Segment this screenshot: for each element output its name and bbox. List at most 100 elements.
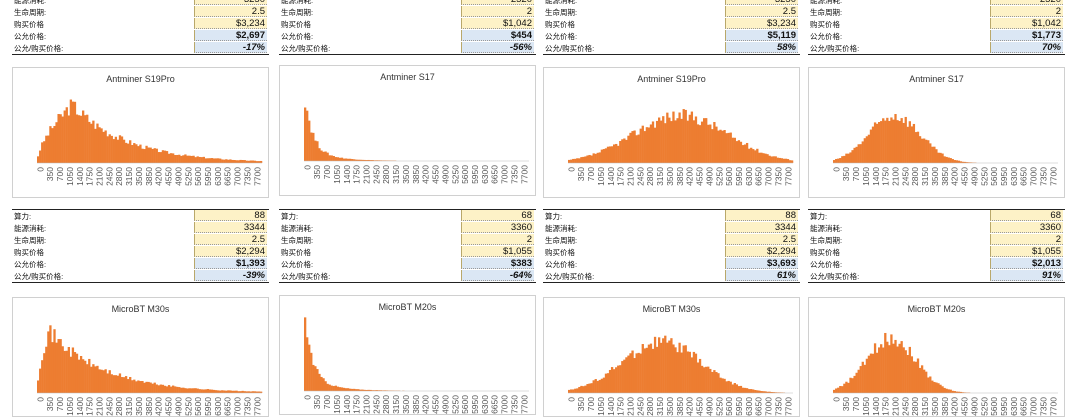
histogram-bar bbox=[868, 135, 870, 163]
x-tick-label: 7700 bbox=[519, 165, 529, 184]
histogram-bar bbox=[956, 160, 958, 163]
histogram-bar bbox=[648, 345, 650, 393]
value-power: 3360 bbox=[461, 222, 534, 233]
histogram-bar bbox=[625, 357, 627, 393]
histogram-bar bbox=[578, 158, 580, 163]
histogram-bar bbox=[775, 156, 777, 163]
histogram-bar bbox=[890, 334, 892, 393]
x-tick-label: 5600 bbox=[460, 395, 470, 414]
x-tick-label: 4550 bbox=[959, 167, 969, 186]
histogram-bar bbox=[705, 118, 707, 163]
histogram-bar bbox=[100, 128, 102, 163]
x-tick-label: 350 bbox=[312, 395, 322, 409]
histogram-bar bbox=[728, 381, 730, 393]
label-ratio: 公允/购买价格: bbox=[281, 43, 330, 54]
histogram-bar bbox=[60, 339, 62, 393]
histogram-bar bbox=[742, 388, 744, 393]
histogram-bar bbox=[791, 160, 793, 163]
histogram-bar bbox=[666, 343, 668, 393]
x-tick-label: 7700 bbox=[783, 167, 793, 186]
histogram-bar bbox=[225, 159, 227, 163]
x-tick-label: 7700 bbox=[783, 397, 793, 416]
x-tick-label: 7700 bbox=[519, 395, 529, 414]
histogram-bar bbox=[86, 364, 88, 393]
histogram-bar bbox=[621, 361, 623, 393]
histogram-bar bbox=[233, 160, 235, 163]
histogram-bar bbox=[656, 347, 658, 393]
x-tick-label: 3150 bbox=[655, 397, 665, 416]
histogram-bar bbox=[742, 145, 744, 163]
histogram-bar bbox=[713, 122, 715, 163]
histogram-bar bbox=[701, 122, 703, 163]
histogram-bar bbox=[158, 152, 160, 163]
histogram-bar bbox=[78, 115, 80, 163]
x-tick-label: 0 bbox=[566, 167, 576, 172]
histogram-bar bbox=[746, 143, 748, 163]
histogram-bar bbox=[337, 157, 339, 161]
histogram-bar bbox=[248, 161, 250, 163]
x-tick-label: 700 bbox=[586, 167, 596, 181]
histogram-bar bbox=[182, 388, 184, 393]
histogram-bar bbox=[113, 375, 115, 393]
histogram-bar bbox=[896, 347, 898, 393]
histogram-bar bbox=[49, 126, 51, 163]
histogram-bar bbox=[166, 151, 168, 163]
histogram-bar bbox=[133, 380, 135, 393]
histogram-bar bbox=[213, 390, 215, 393]
histogram-bar bbox=[64, 351, 66, 393]
histogram-bar bbox=[312, 133, 314, 161]
x-tick-label: 2450 bbox=[900, 397, 910, 416]
x-tick-label: 7350 bbox=[509, 395, 519, 414]
histogram-bar bbox=[119, 373, 121, 393]
histogram-bar bbox=[121, 136, 123, 163]
histogram-bar bbox=[878, 122, 880, 163]
histogram-bar bbox=[223, 160, 225, 163]
histogram-bar bbox=[96, 366, 98, 393]
histogram-bar bbox=[691, 357, 693, 393]
value-price: $3,234 bbox=[194, 18, 267, 29]
histogram-bar bbox=[570, 160, 572, 163]
x-tick-label: 3150 bbox=[655, 167, 665, 186]
x-tick-label: 6300 bbox=[744, 397, 754, 416]
x-tick-label: 5600 bbox=[193, 397, 203, 416]
histogram-bar bbox=[231, 160, 233, 163]
histogram-bar bbox=[613, 369, 615, 393]
histogram-bar bbox=[349, 159, 351, 161]
histogram-bar bbox=[182, 155, 184, 163]
histogram-bar bbox=[670, 338, 672, 393]
x-tick-label: 1050 bbox=[65, 397, 75, 416]
histogram-bar bbox=[178, 387, 180, 393]
histogram-bar bbox=[119, 135, 121, 163]
label-lifecycle: 生命周期: bbox=[545, 7, 577, 18]
x-tick-label: 2450 bbox=[900, 167, 910, 186]
histogram-bar bbox=[946, 389, 948, 393]
histogram-bar bbox=[925, 140, 927, 163]
label-fair: 公允价格: bbox=[545, 31, 577, 42]
label-price: 购买价格 bbox=[14, 247, 44, 258]
histogram-bar bbox=[738, 386, 740, 393]
x-tick-label: 4550 bbox=[163, 397, 173, 416]
value-fair: $2,697 bbox=[194, 30, 267, 41]
histogram-bar bbox=[123, 377, 125, 393]
histogram-bar bbox=[229, 159, 231, 163]
histogram-bar bbox=[72, 347, 74, 393]
x-tick-label: 3500 bbox=[134, 167, 144, 186]
histogram-bar bbox=[752, 149, 754, 163]
histogram-bar bbox=[872, 354, 874, 393]
histogram-bar bbox=[195, 388, 197, 393]
histogram-bar bbox=[86, 115, 88, 163]
histogram-bar bbox=[894, 114, 896, 163]
x-tick-label: 350 bbox=[576, 167, 586, 181]
histogram-bar bbox=[123, 140, 125, 163]
histogram-bar bbox=[853, 148, 855, 163]
histogram-bar bbox=[195, 157, 197, 163]
x-tick-label: 4200 bbox=[154, 397, 164, 416]
x-tick-label: 2100 bbox=[94, 397, 104, 416]
histogram-bar bbox=[851, 378, 853, 393]
x-tick-label: 7000 bbox=[500, 395, 510, 414]
histogram-bar bbox=[147, 382, 149, 393]
histogram-bar bbox=[333, 156, 335, 161]
value-ratio: -17% bbox=[194, 42, 267, 53]
histogram-bar bbox=[699, 125, 701, 163]
